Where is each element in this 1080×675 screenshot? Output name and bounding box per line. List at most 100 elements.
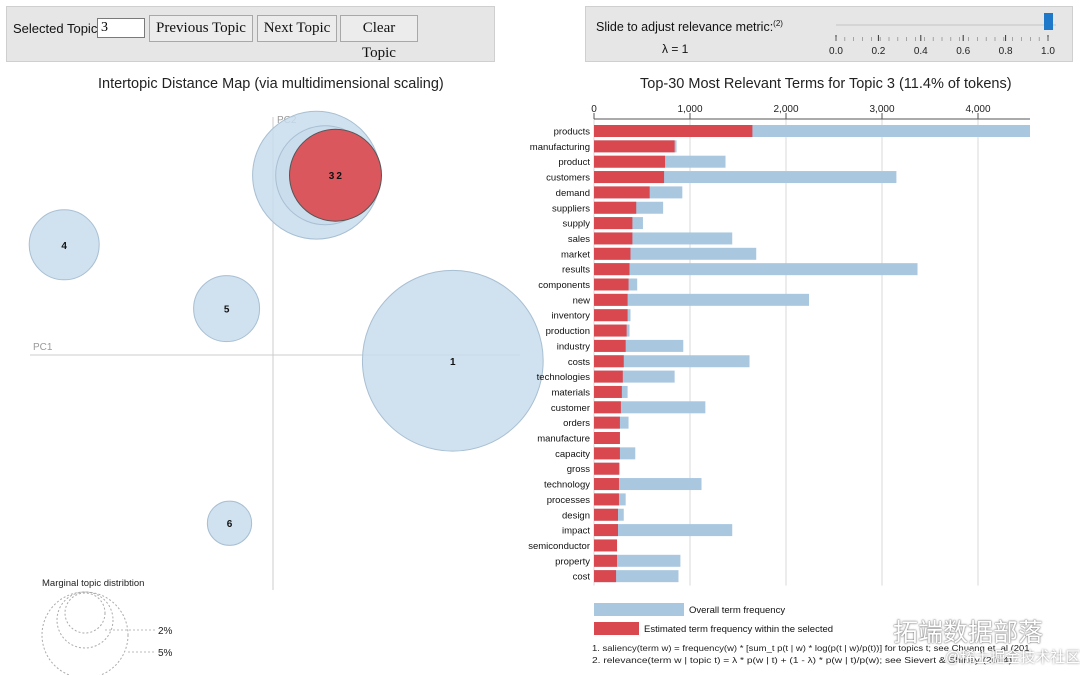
term-label[interactable]: customer (551, 403, 590, 414)
slider-tick-label: 0.2 (871, 46, 885, 57)
term-label[interactable]: inventory (551, 311, 590, 322)
term-label[interactable]: technologies (537, 372, 591, 383)
marginal-circle-large (41, 591, 129, 675)
term-label[interactable]: property (555, 556, 590, 567)
overall-bar[interactable] (594, 401, 706, 414)
overall-bar[interactable] (594, 171, 897, 184)
topic-bar[interactable] (594, 401, 621, 414)
intertopic-distance-map: PC1PC2132456Marginal topic distribtion2%… (28, 110, 544, 675)
topic-circle-1[interactable] (361, 269, 544, 452)
topic-bar[interactable] (594, 370, 623, 383)
topic-circle-4[interactable] (28, 209, 100, 281)
term-label[interactable]: products (554, 127, 591, 138)
slider-label-footnote: (2) (773, 19, 783, 28)
topic-bar[interactable] (594, 155, 666, 168)
topic-label-2: 2 (336, 171, 342, 182)
topic-bar[interactable] (594, 324, 627, 337)
term-label[interactable]: components (538, 280, 590, 291)
topic-bar[interactable] (594, 247, 631, 260)
topic-bar[interactable] (594, 416, 620, 429)
term-label[interactable]: suppliers (552, 203, 590, 214)
topic-bar[interactable] (594, 125, 753, 137)
topic-bar[interactable] (594, 263, 630, 276)
selected-topic-input[interactable] (97, 18, 145, 38)
topic-bar[interactable] (594, 140, 675, 153)
topic-bar[interactable] (594, 554, 618, 567)
term-label[interactable]: capacity (555, 449, 590, 460)
topic-bar[interactable] (594, 186, 650, 199)
term-label[interactable]: supply (563, 219, 591, 230)
relevance-slider[interactable]: 0.0 0.2 0.4 0.6 0.8 1.0 (586, 7, 1074, 63)
overall-bar[interactable] (594, 524, 733, 537)
marginal-circle-medium (56, 591, 114, 649)
term-label[interactable]: results (562, 265, 590, 276)
term-label[interactable]: design (562, 510, 590, 521)
topic-bar[interactable] (594, 385, 622, 398)
previous-topic-button[interactable]: Previous Topic (149, 15, 253, 42)
topic-bar[interactable] (594, 217, 633, 230)
term-label[interactable]: impact (562, 526, 590, 537)
term-label[interactable]: processes (547, 495, 591, 506)
term-label[interactable]: technology (544, 480, 590, 491)
lambda-value: λ = 1 (662, 42, 689, 56)
topic-bar[interactable] (594, 309, 628, 322)
term-label[interactable]: product (558, 157, 590, 168)
x-tick-label: 2,000 (773, 104, 798, 115)
footnote-1: 1. saliency(term w) = frequency(w) * [su… (592, 643, 1030, 653)
term-label[interactable]: semiconductor (528, 541, 590, 552)
topic-bar[interactable] (594, 355, 624, 368)
topic-label-5: 5 (224, 305, 230, 316)
slider-handle[interactable] (1044, 13, 1053, 30)
selected-topic-label: Selected Topic: (13, 21, 101, 36)
topic-bar[interactable] (594, 278, 629, 291)
topic-bar[interactable] (594, 232, 633, 245)
selected-topic-highlight[interactable] (289, 128, 382, 222)
overall-bar[interactable] (594, 355, 750, 368)
overall-bar[interactable] (594, 263, 918, 276)
overall-bar[interactable] (594, 247, 757, 260)
topic-bar[interactable] (594, 462, 619, 475)
next-topic-button[interactable]: Next Topic (257, 15, 337, 42)
term-label[interactable]: demand (556, 188, 590, 199)
legend-overall-swatch (594, 603, 684, 616)
term-label[interactable]: sales (568, 234, 590, 245)
topic-circle-5[interactable] (193, 275, 261, 343)
relevant-terms-title: Top-30 Most Relevant Terms for Topic 3 (… (640, 76, 1012, 92)
topic-bar[interactable] (594, 339, 626, 352)
term-label[interactable]: customers (546, 173, 590, 184)
marginal-circle-small (64, 592, 106, 634)
term-label[interactable]: costs (568, 357, 590, 368)
term-label[interactable]: manufacturing (530, 142, 590, 153)
x-tick-label: 1,000 (677, 104, 702, 115)
overall-bar[interactable] (594, 293, 810, 306)
topic-bar[interactable] (594, 447, 620, 460)
topic-bar[interactable] (594, 478, 619, 491)
term-label[interactable]: production (546, 326, 590, 337)
topic-bar[interactable] (594, 570, 617, 583)
topic-bar[interactable] (594, 493, 619, 506)
topic-bar[interactable] (594, 432, 620, 444)
clear-topic-button[interactable]: Clear Topic (340, 15, 418, 61)
term-label[interactable]: cost (573, 572, 591, 583)
topic-bar[interactable] (594, 508, 618, 521)
term-label[interactable]: materials (551, 387, 590, 398)
relevant-terms-bar-chart: 01,0002,0003,0004,0005,0productsmanufact… (528, 104, 1030, 665)
watermark-text: 拓端数据部落 (893, 619, 1044, 647)
topic-bar[interactable] (594, 524, 618, 537)
term-label[interactable]: industry (557, 341, 591, 352)
term-label[interactable]: orders (563, 418, 590, 429)
term-label[interactable]: gross (567, 464, 590, 475)
term-label[interactable]: new (573, 295, 591, 306)
marginal-title: Marginal topic distribtion (42, 578, 144, 589)
term-label[interactable]: market (561, 249, 590, 260)
footnote-2: 2. relevance(term w | topic t) = λ * p(w… (592, 655, 1012, 665)
relevance-slider-panel: Slide to adjust relevance metric:(2) λ =… (585, 6, 1073, 62)
overall-bar[interactable] (594, 478, 702, 491)
topic-circle-6[interactable] (206, 500, 253, 546)
topic-bar[interactable] (594, 171, 665, 184)
term-label[interactable]: manufacture (537, 434, 590, 445)
topic-bar[interactable] (594, 201, 637, 214)
topic-bar[interactable] (594, 539, 618, 552)
watermark-subtext: @稀土掘金技术社区 (945, 649, 1080, 666)
topic-bar[interactable] (594, 293, 628, 306)
